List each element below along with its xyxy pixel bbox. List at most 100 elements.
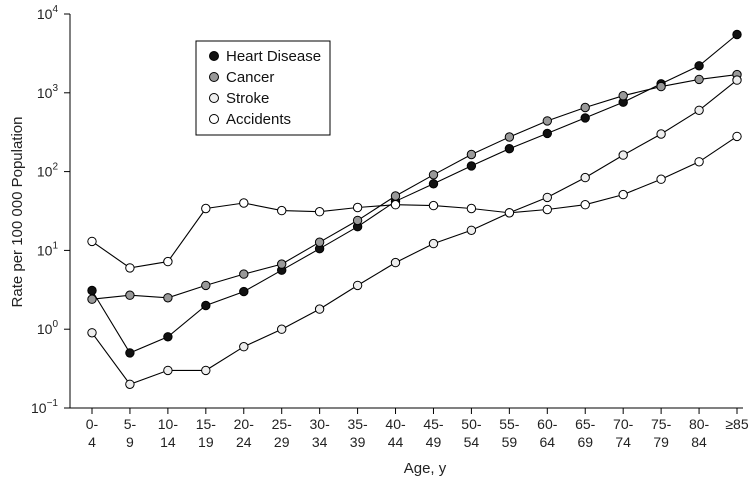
x-tick-label: 80- <box>689 416 710 432</box>
heart-disease-point <box>504 144 515 154</box>
legend: Heart Disease Cancer Stroke Accidents <box>195 40 331 136</box>
cancer-point <box>352 215 363 226</box>
cancer-point <box>466 149 477 160</box>
x-tick-label: 79 <box>653 434 669 450</box>
accidents-point <box>428 200 439 211</box>
x-tick-label: 70- <box>613 416 634 432</box>
x-tick-label: 55- <box>499 416 520 432</box>
accidents-legend-marker <box>209 114 219 124</box>
accidents-point <box>542 204 552 215</box>
y-tick-label: 102 <box>37 162 59 180</box>
stroke-point <box>542 192 552 203</box>
accidents-line <box>91 135 738 269</box>
stroke-point <box>694 105 704 116</box>
x-tick-label: 75- <box>651 416 672 432</box>
y-tick-label: 100 <box>37 319 59 337</box>
heart-disease-line <box>91 34 738 354</box>
series-points <box>87 29 742 389</box>
heart-disease-point <box>542 128 552 139</box>
x-tick-label: 24 <box>236 434 252 450</box>
stroke-legend-marker <box>209 93 219 103</box>
accidents-point <box>201 203 211 214</box>
stroke-point <box>732 75 742 85</box>
accidents-point <box>239 198 249 208</box>
x-tick-label: 84 <box>691 434 707 450</box>
accidents-point <box>390 200 401 210</box>
x-tick-label: 59 <box>502 434 518 450</box>
cancer-point <box>618 91 628 101</box>
cancer-legend-marker <box>209 72 219 82</box>
stroke-line <box>91 79 738 385</box>
x-tick-label: 35- <box>347 416 368 432</box>
cancer-point <box>542 116 552 126</box>
accidents-point <box>656 174 666 184</box>
x-tick-label: 44 <box>388 434 404 450</box>
x-tick-label: 40- <box>385 416 406 432</box>
x-tick-label: 14 <box>160 434 176 450</box>
x-tick-label: 69 <box>577 434 593 450</box>
cancer-point <box>314 237 325 247</box>
stroke-point <box>428 238 439 249</box>
cancer-point <box>580 102 590 113</box>
x-tick-label: ≥85 <box>725 416 748 432</box>
x-tick-label: 29 <box>274 434 290 450</box>
series-lines <box>91 34 738 385</box>
stroke-point <box>277 324 287 334</box>
accidents-point <box>277 205 287 216</box>
cancer-point <box>239 269 249 279</box>
y-axis-ticks: 10−1 100 101 102 103 104 <box>31 4 70 416</box>
x-tick-label: 0- <box>86 416 99 432</box>
x-tick-label: 20- <box>234 416 255 432</box>
stroke-point <box>352 280 363 291</box>
x-tick-label: 74 <box>615 434 631 450</box>
accidents-point <box>352 202 363 213</box>
stroke-point <box>656 129 666 139</box>
x-tick-label: 34 <box>312 434 328 450</box>
stroke-point <box>201 365 211 376</box>
accidents-point <box>87 236 97 247</box>
x-tick-label: 19 <box>198 434 214 450</box>
heart-disease-point <box>466 161 477 171</box>
heart-disease-point <box>239 286 249 297</box>
cancer-point <box>163 293 173 303</box>
stroke-point <box>618 150 628 160</box>
y-axis-title: Rate per 100 000 Population <box>9 117 26 308</box>
y-tick-label: 101 <box>37 240 59 258</box>
x-tick-label: 4 <box>88 434 96 450</box>
cancer-point <box>201 280 211 291</box>
x-tick-label: 49 <box>426 434 442 450</box>
heart-disease-point <box>125 348 135 358</box>
x-tick-label: 9 <box>126 434 134 450</box>
stroke-point <box>390 257 401 268</box>
accidents-point <box>125 263 135 273</box>
accidents-point <box>732 131 742 142</box>
y-tick-label: 10−1 <box>31 398 58 416</box>
accidents-point <box>466 203 477 214</box>
stroke-point <box>125 379 135 389</box>
x-tick-label: 65- <box>575 416 596 432</box>
stroke-point <box>580 172 590 183</box>
accidents-point <box>504 208 515 218</box>
heart-disease-point <box>694 61 704 71</box>
accidents-legend-label: Accidents <box>226 111 291 128</box>
x-tick-label: 39 <box>350 434 366 450</box>
stroke-point <box>163 365 173 376</box>
stroke-legend-label: Stroke <box>226 90 269 107</box>
stroke-point <box>466 225 477 236</box>
stroke-point <box>239 342 249 352</box>
cancer-point <box>428 170 439 180</box>
heart-disease-point <box>87 285 97 296</box>
stroke-point <box>314 304 325 314</box>
heart-disease-point <box>201 300 211 311</box>
cancer-point <box>125 290 135 300</box>
cancer-point <box>694 74 704 85</box>
x-tick-label: 15- <box>196 416 217 432</box>
stroke-point <box>87 328 97 338</box>
x-tick-label: 64 <box>540 434 556 450</box>
accidents-point <box>618 189 628 200</box>
heart-disease-point <box>163 332 173 342</box>
axes <box>69 14 743 409</box>
cancer-legend-label: Cancer <box>226 69 274 86</box>
y-tick-label: 103 <box>37 83 59 101</box>
